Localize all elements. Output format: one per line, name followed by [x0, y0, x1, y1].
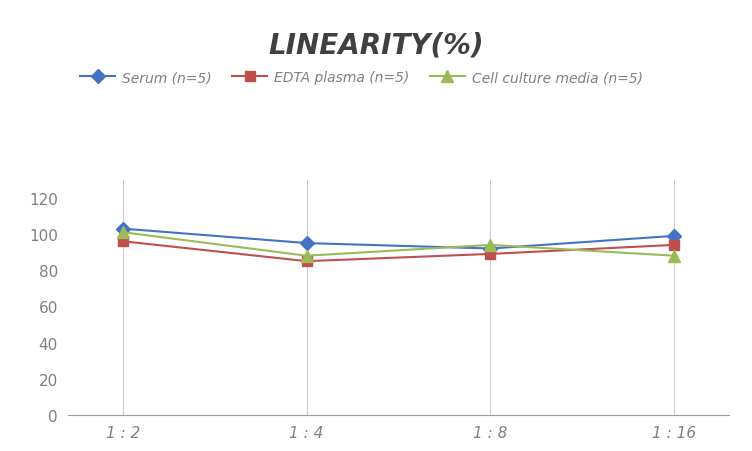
Serum (n=5) — [670, 234, 679, 239]
Cell culture media (n=5) — [118, 230, 127, 235]
Text: LINEARITY(%): LINEARITY(%) — [268, 32, 484, 60]
Cell culture media (n=5) — [302, 253, 311, 259]
Line: Cell culture media (n=5): Cell culture media (n=5) — [117, 227, 680, 262]
Serum (n=5) — [486, 246, 495, 252]
Serum (n=5) — [302, 241, 311, 246]
Legend: Serum (n=5), EDTA plasma (n=5), Cell culture media (n=5): Serum (n=5), EDTA plasma (n=5), Cell cul… — [74, 65, 648, 91]
Line: Serum (n=5): Serum (n=5) — [118, 224, 679, 254]
EDTA plasma (n=5) — [302, 259, 311, 264]
Cell culture media (n=5) — [670, 253, 679, 259]
Line: EDTA plasma (n=5): EDTA plasma (n=5) — [118, 237, 679, 267]
Serum (n=5) — [118, 226, 127, 232]
Cell culture media (n=5) — [486, 243, 495, 248]
EDTA plasma (n=5) — [670, 243, 679, 248]
EDTA plasma (n=5) — [118, 239, 127, 244]
EDTA plasma (n=5) — [486, 252, 495, 257]
